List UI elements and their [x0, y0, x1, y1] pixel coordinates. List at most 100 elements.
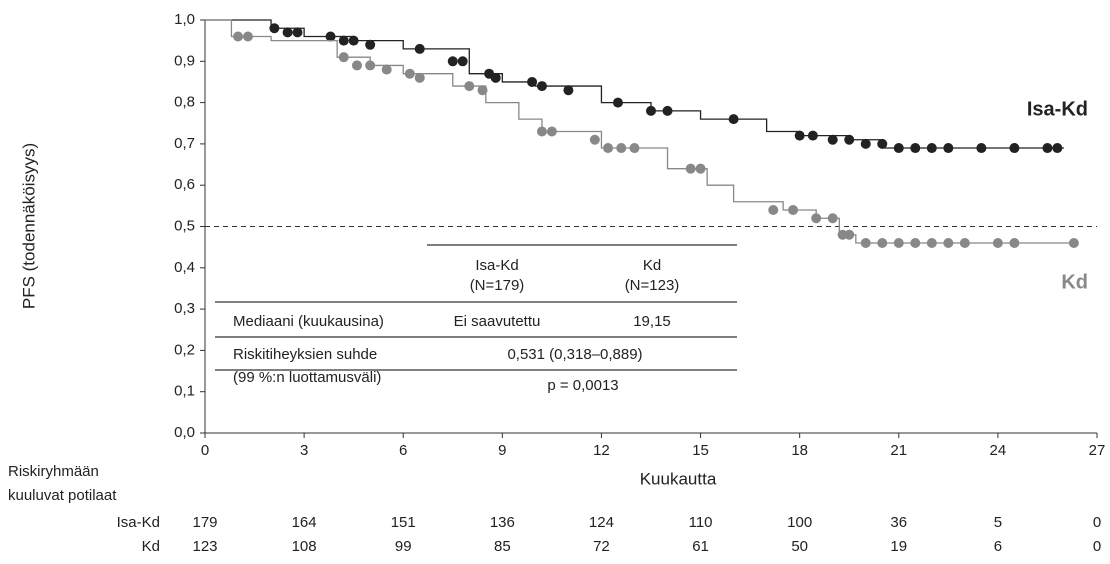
censor-mark: [414, 43, 425, 54]
y-tick-label: 0,5: [174, 217, 195, 234]
risk-count: 61: [692, 538, 709, 555]
censor-mark: [527, 76, 538, 87]
censor-mark: [365, 39, 376, 50]
risk-title: kuuluvat potilaat: [8, 487, 117, 504]
censor-mark: [1042, 143, 1053, 154]
censor-mark: [1068, 238, 1079, 249]
x-tick-label: 9: [498, 442, 506, 459]
censor-mark: [477, 85, 488, 96]
table-cell: Ei saavutettu: [454, 313, 541, 330]
x-tick-label: 24: [990, 442, 1007, 459]
risk-count: 0: [1093, 514, 1101, 531]
y-axis-label: PFS (todennäköisyys): [19, 143, 38, 309]
x-tick-label: 3: [300, 442, 308, 459]
censor-mark: [351, 60, 362, 71]
censor-mark: [563, 85, 574, 96]
censor-mark: [646, 105, 656, 116]
risk-count: 0: [1093, 538, 1101, 555]
y-tick-label: 0,6: [174, 176, 195, 193]
censor-mark: [365, 60, 376, 71]
x-axis-label: Kuukautta: [640, 469, 717, 488]
censor-mark: [662, 105, 673, 116]
censor-mark: [788, 204, 799, 215]
censor-mark: [589, 134, 600, 145]
table-row-label: Riskitiheyksien suhde: [233, 346, 377, 363]
risk-count: 124: [589, 514, 614, 531]
censor-mark: [695, 163, 706, 174]
y-tick-label: 0,0: [174, 424, 195, 441]
y-tick-label: 0,8: [174, 94, 195, 111]
censor-mark: [926, 238, 937, 249]
censor-mark: [464, 81, 475, 92]
risk-count: 36: [890, 514, 907, 531]
risk-count: 151: [391, 514, 416, 531]
table-header: Isa-Kd: [475, 257, 518, 274]
censor-mark: [546, 126, 557, 137]
censor-mark: [536, 81, 547, 92]
x-tick-label: 15: [692, 442, 709, 459]
risk-row-label: Isa-Kd: [117, 514, 160, 531]
censor-mark: [992, 238, 1003, 249]
censor-mark: [827, 213, 838, 224]
censor-mark: [827, 134, 838, 145]
censor-mark: [807, 130, 818, 141]
censor-mark: [233, 31, 244, 42]
censor-mark: [893, 238, 904, 249]
table-header: Kd: [643, 257, 661, 274]
risk-count: 100: [787, 514, 812, 531]
table-cell: p = 0,0013: [547, 377, 618, 394]
risk-count: 123: [192, 538, 217, 555]
censor-mark: [338, 35, 349, 46]
censor-mark: [685, 163, 696, 174]
censor-mark: [959, 238, 970, 249]
table-cell: 19,15: [633, 313, 671, 330]
censor-mark: [292, 27, 303, 38]
censor-mark: [457, 56, 468, 67]
table-header: (N=123): [625, 277, 680, 294]
censor-mark: [877, 238, 888, 249]
censor-mark: [860, 138, 871, 149]
survival-curve: [205, 19, 1074, 244]
censor-mark: [612, 97, 623, 108]
risk-count: 110: [689, 514, 713, 531]
censor-mark: [282, 27, 293, 38]
censor-mark: [910, 143, 921, 154]
risk-title: Riskiryhmään: [8, 463, 99, 480]
x-tick-label: 27: [1089, 442, 1106, 459]
censor-mark: [1009, 238, 1020, 249]
censor-mark: [844, 229, 855, 240]
censor-mark: [943, 238, 954, 249]
censor-mark: [490, 72, 501, 83]
risk-count: 72: [593, 538, 610, 555]
y-tick-label: 0,9: [174, 52, 195, 69]
series-label: Isa-Kd: [1027, 98, 1088, 120]
risk-count: 19: [890, 538, 907, 555]
censor-mark: [325, 31, 336, 42]
table-cell: 0,531 (0,318–0,889): [507, 346, 642, 363]
risk-count: 50: [791, 538, 808, 555]
censor-mark: [794, 130, 805, 141]
risk-count: 85: [494, 538, 511, 555]
censor-mark: [877, 138, 888, 149]
censor-mark: [768, 204, 779, 215]
censor-mark: [844, 134, 855, 145]
risk-count: 108: [292, 538, 317, 555]
y-tick-label: 1,0: [174, 11, 195, 28]
risk-count: 6: [994, 538, 1002, 555]
censor-mark: [629, 143, 640, 154]
y-tick-label: 0,1: [174, 383, 195, 400]
censor-mark: [616, 143, 627, 154]
censor-mark: [1009, 143, 1020, 154]
risk-row-label: Kd: [142, 538, 160, 555]
x-tick-label: 6: [399, 442, 407, 459]
x-tick-label: 18: [791, 442, 808, 459]
censor-mark: [728, 114, 739, 125]
censor-mark: [1052, 143, 1063, 154]
risk-count: 164: [292, 514, 317, 531]
table-header: (N=179): [470, 277, 525, 294]
censor-mark: [603, 143, 614, 154]
censor-mark: [860, 238, 871, 249]
censor-mark: [943, 143, 954, 154]
censor-mark: [536, 126, 547, 137]
